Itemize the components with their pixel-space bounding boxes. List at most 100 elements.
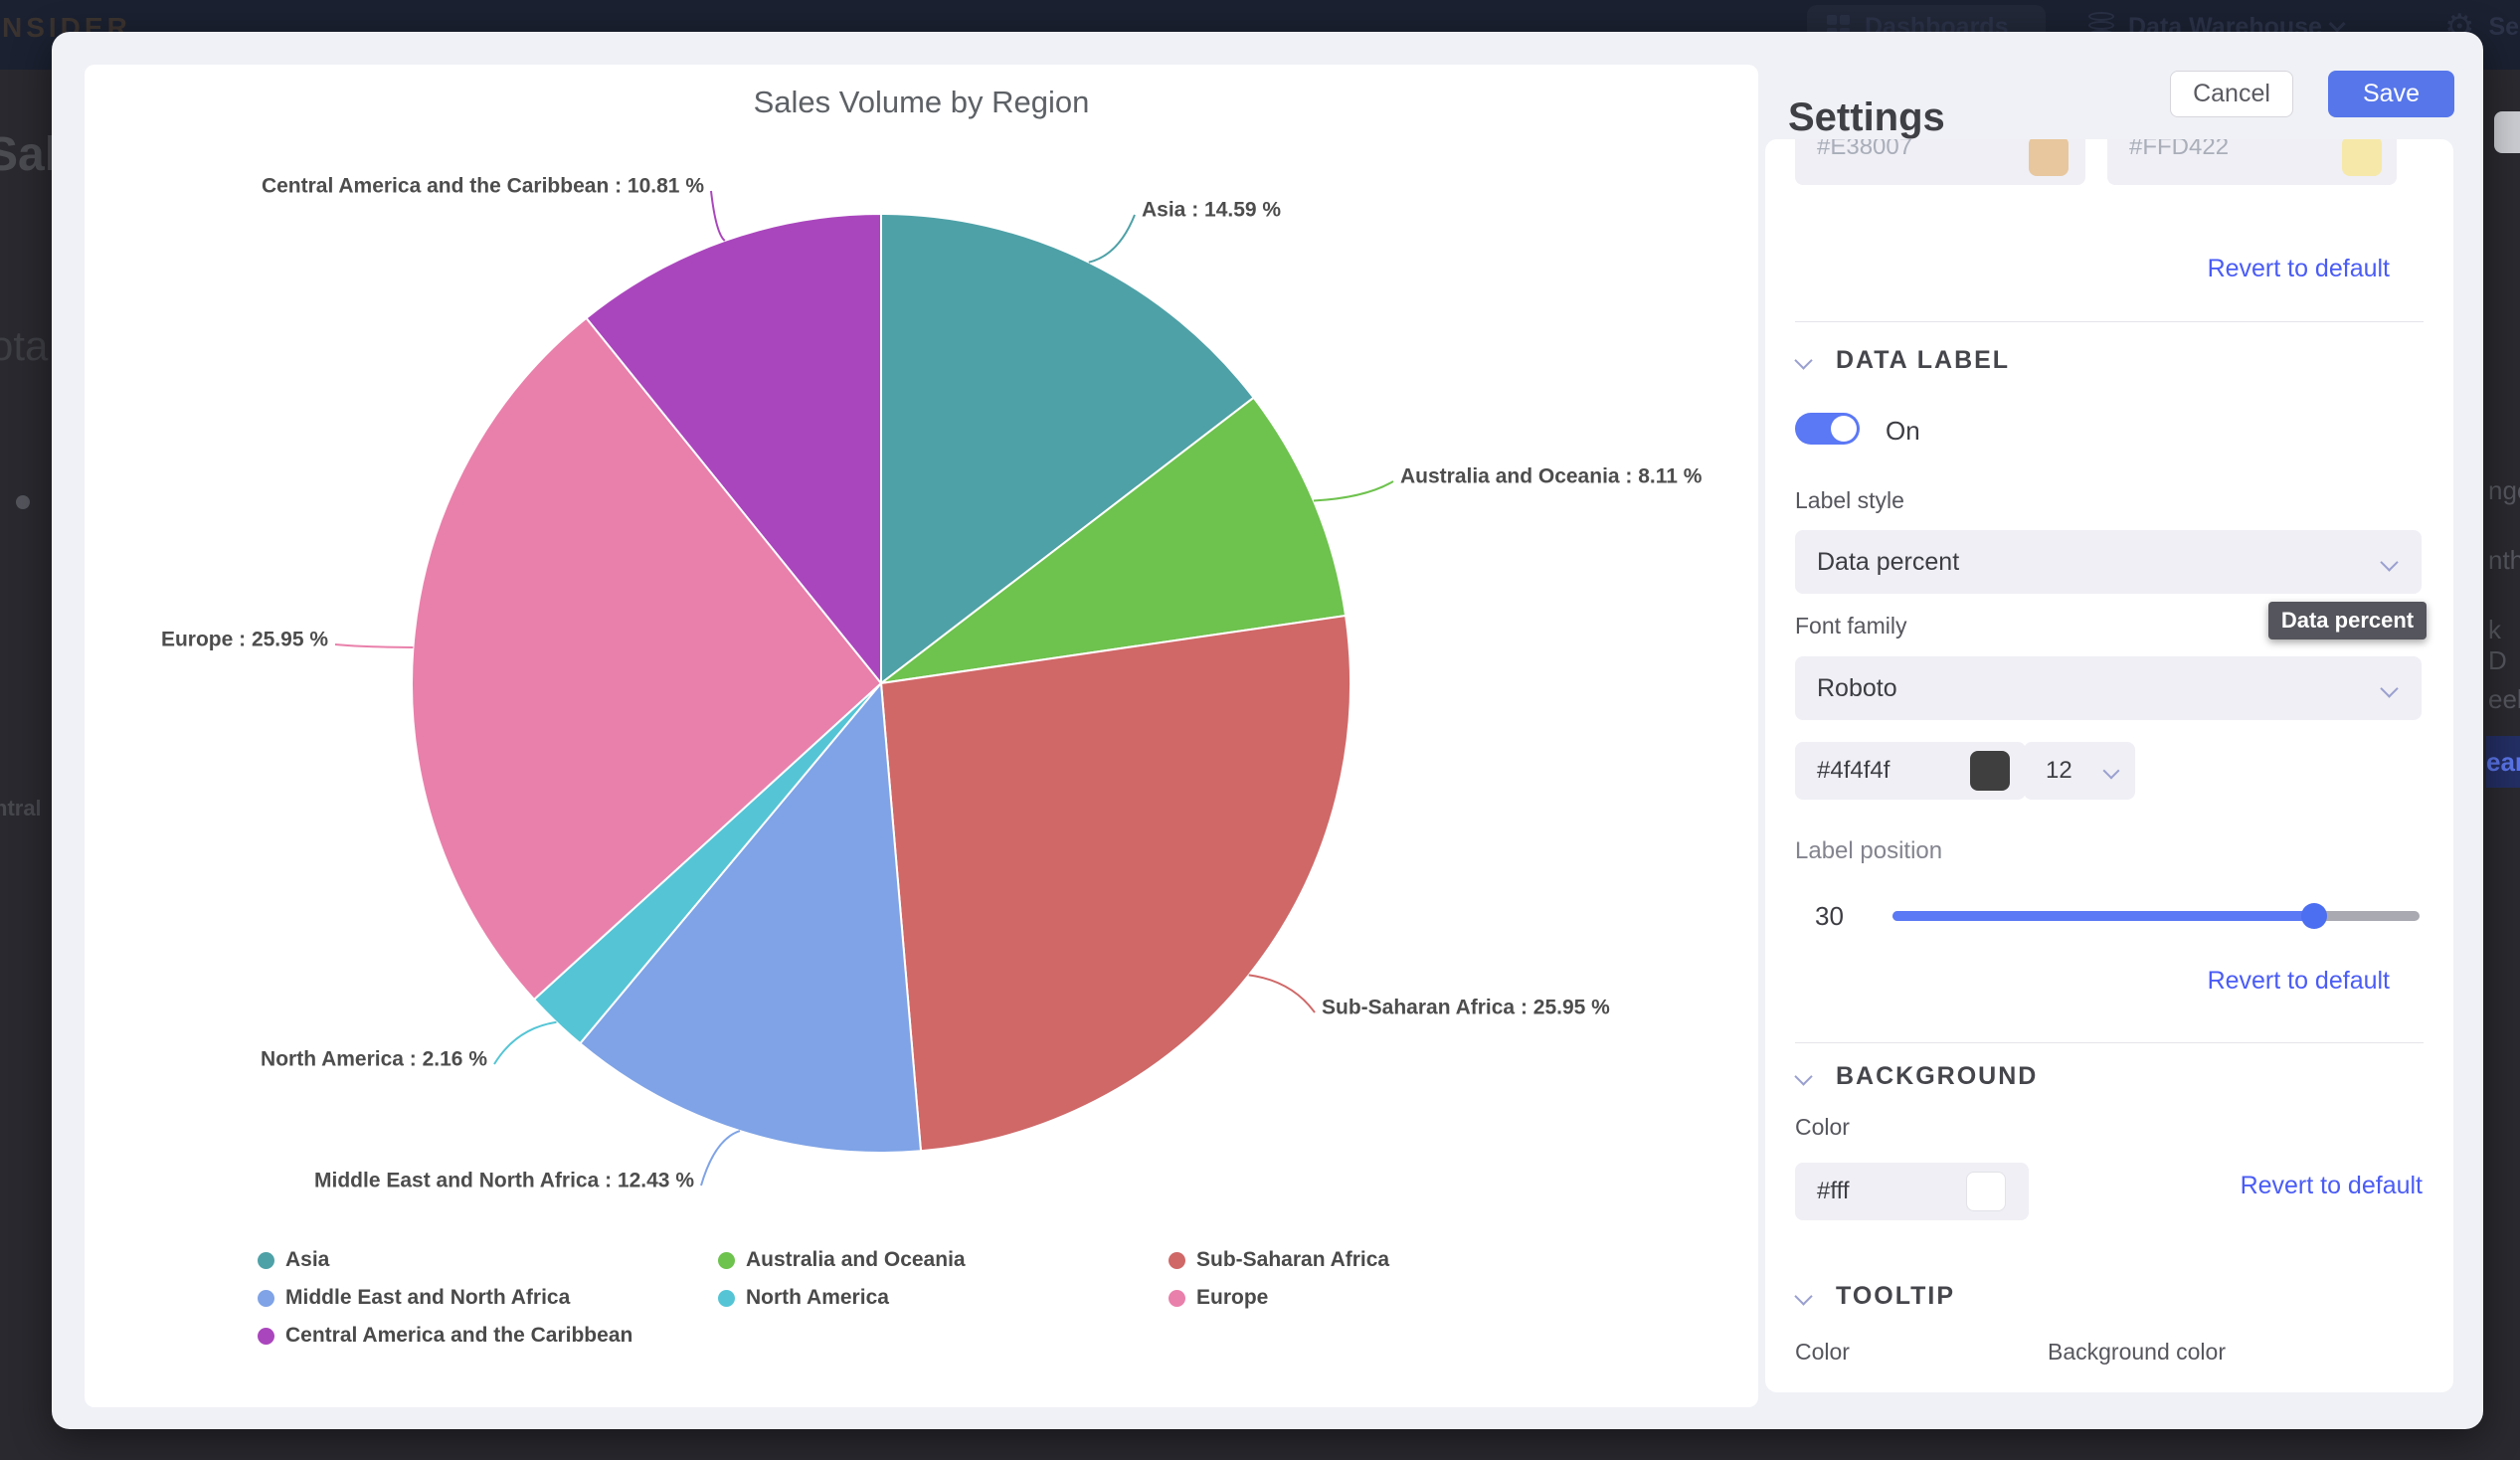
toggle-state-label: On xyxy=(1886,416,1920,446)
cancel-button[interactable]: Cancel xyxy=(2170,71,2293,117)
background-text-fragment: nge xyxy=(2488,475,2520,505)
label-position-value: 30 xyxy=(1815,901,1844,931)
background-bullet-fragment xyxy=(16,495,30,509)
chevron-down-icon xyxy=(2380,678,2399,698)
legend-label: North America xyxy=(746,1286,889,1309)
label-style-label: Label style xyxy=(1795,487,1904,513)
pie-data-label: Europe : 25.95 % xyxy=(161,629,328,651)
chevron-down-icon xyxy=(1794,351,1813,370)
color-swatch[interactable] xyxy=(1970,751,2010,791)
legend-item-central-america-and-the-caribbean[interactable]: Central America and the Caribbean xyxy=(258,1324,718,1348)
pie-data-label: Sub-Saharan Africa : 25.95 % xyxy=(1322,997,1610,1019)
series-color-value-2: #FFD422 xyxy=(2129,139,2230,160)
legend-color-dot xyxy=(258,1327,274,1345)
color-swatch[interactable] xyxy=(2029,139,2069,176)
background-text-fragment: Sal xyxy=(0,128,59,181)
chevron-down-icon xyxy=(2102,762,2120,780)
font-size-dropdown[interactable]: 12 xyxy=(2024,742,2135,800)
legend-item-australia-and-oceania[interactable]: Australia and Oceania xyxy=(718,1248,1169,1272)
panel-title: Settings xyxy=(1788,95,1945,139)
legend-color-dot xyxy=(258,1251,274,1269)
label-leader-line xyxy=(710,190,726,242)
section-divider xyxy=(1795,321,2424,322)
chevron-down-icon xyxy=(2328,15,2346,33)
chart-legend: Asia Australia and Oceania Sub-Saharan Afr… xyxy=(258,1248,1389,1348)
legend-item-middle-east-and-north-africa[interactable]: Middle East and North Africa xyxy=(258,1286,718,1310)
pie-slice-sub-saharan-africa[interactable] xyxy=(879,614,1352,1153)
legend-label: Asia xyxy=(285,1248,330,1271)
legend-color-dot xyxy=(718,1289,735,1307)
font-family-dropdown[interactable]: Roboto xyxy=(1795,656,2422,720)
slider-fill xyxy=(1892,911,2314,921)
legend-item-north-america[interactable]: North America xyxy=(718,1286,1169,1310)
background-section-header[interactable]: BACKGROUND xyxy=(1794,1062,2038,1091)
background-text-fragment: k D xyxy=(2488,615,2507,675)
legend-label: Central America and the Caribbean xyxy=(285,1324,633,1347)
toggle-knob xyxy=(1831,416,1857,442)
legend-label: Middle East and North Africa xyxy=(285,1286,571,1309)
legend-item-asia[interactable]: Asia xyxy=(258,1248,718,1272)
pie-chart: Asia : 14.59 % Australia and Oceania : 8.… xyxy=(161,175,1703,1192)
pie-data-label: North America : 2.16 % xyxy=(261,1048,487,1071)
label-leader-line xyxy=(493,1020,557,1065)
background-text-fragment: nth xyxy=(2488,545,2520,575)
label-leader-line xyxy=(700,1130,741,1186)
background-color-input[interactable]: #fff xyxy=(1795,1163,2029,1220)
tooltip-section-header[interactable]: TOOLTIP xyxy=(1794,1282,1956,1311)
settings-modal: Sales Volume by Region Asia : 14.59 % Aus… xyxy=(52,32,2483,1429)
background-text-fragment: ota xyxy=(0,322,49,369)
legend-item-sub-saharan-africa[interactable]: Sub-Saharan Africa xyxy=(1169,1248,1389,1272)
label-leader-line xyxy=(1313,480,1394,502)
label-style-value: Data percent xyxy=(1817,547,1960,576)
font-size-value: 12 xyxy=(2046,757,2072,784)
data-label-section-header[interactable]: DATA LABEL xyxy=(1794,346,2011,375)
pie-slice-australia-and-oceania[interactable] xyxy=(877,396,1348,685)
tooltip-bg-color-label: Background color xyxy=(2048,1339,2226,1365)
background-color-label: Color xyxy=(1795,1114,1850,1140)
revert-to-default-link[interactable]: Revert to default xyxy=(2207,255,2390,282)
legend-color-dot xyxy=(1169,1251,1185,1269)
legend-label: Australia and Oceania xyxy=(746,1248,966,1271)
chevron-down-icon xyxy=(1794,1287,1813,1306)
legend-label: Sub-Saharan Africa xyxy=(1196,1248,1390,1271)
series-color-input-2[interactable]: #FFD422 xyxy=(2107,139,2397,185)
pie-data-label: Australia and Oceania : 8.11 % xyxy=(1400,465,1703,488)
legend-color-dot xyxy=(258,1289,274,1307)
pie-slice-europe[interactable] xyxy=(411,316,883,1002)
pie-data-label: Middle East and North Africa : 12.43 % xyxy=(314,1170,694,1192)
pie-data-label: Central America and the Caribbean : 10.8… xyxy=(262,175,704,198)
tooltip-color-label: Color xyxy=(1795,1339,1850,1365)
label-position-slider[interactable] xyxy=(1892,903,2420,929)
font-color-value: #4f4f4f xyxy=(1817,757,1890,784)
background-color-value: #fff xyxy=(1817,1178,1850,1204)
legend-label: Europe xyxy=(1196,1286,1269,1309)
settings-scroll-card: #E38007 #FFD422 Revert to default DATA L… xyxy=(1765,139,2453,1392)
label-style-dropdown[interactable]: Data percent xyxy=(1795,530,2422,594)
data-label-header-text: DATA LABEL xyxy=(1836,346,2011,374)
color-swatch[interactable] xyxy=(1966,1172,2006,1211)
data-label-toggle[interactable] xyxy=(1795,413,1860,445)
tooltip-header-text: TOOLTIP xyxy=(1836,1282,1956,1310)
revert-to-default-link[interactable]: Revert to default xyxy=(2207,967,2390,995)
series-color-input-1[interactable]: #E38007 xyxy=(1795,139,2085,185)
legend-color-dot xyxy=(718,1251,735,1269)
series-color-value-1: #E38007 xyxy=(1817,139,1913,160)
color-swatch[interactable] xyxy=(2342,139,2382,176)
section-divider xyxy=(1795,1042,2424,1043)
pie-data-label: Asia : 14.59 % xyxy=(1142,199,1281,222)
value-tooltip: Data percent xyxy=(2268,602,2427,639)
save-button[interactable]: Save xyxy=(2328,71,2454,117)
revert-to-default-link[interactable]: Revert to default xyxy=(2240,1172,2423,1199)
label-leader-line xyxy=(334,643,414,648)
legend-item-europe[interactable]: Europe xyxy=(1169,1286,1389,1310)
chevron-down-icon xyxy=(2380,552,2399,572)
slider-thumb[interactable] xyxy=(2301,903,2327,929)
label-position-label: Label position xyxy=(1795,837,1943,864)
chevron-down-icon xyxy=(1794,1067,1813,1086)
chart-card: Sales Volume by Region Asia : 14.59 % Aus… xyxy=(85,65,1758,1407)
font-color-input[interactable]: #4f4f4f xyxy=(1795,742,2026,800)
label-leader-line xyxy=(1088,214,1136,264)
background-text-fragment: ntral xyxy=(0,796,42,821)
chart-title: Sales Volume by Region xyxy=(753,85,1090,119)
settings-nav-label: Se xyxy=(2488,12,2520,41)
